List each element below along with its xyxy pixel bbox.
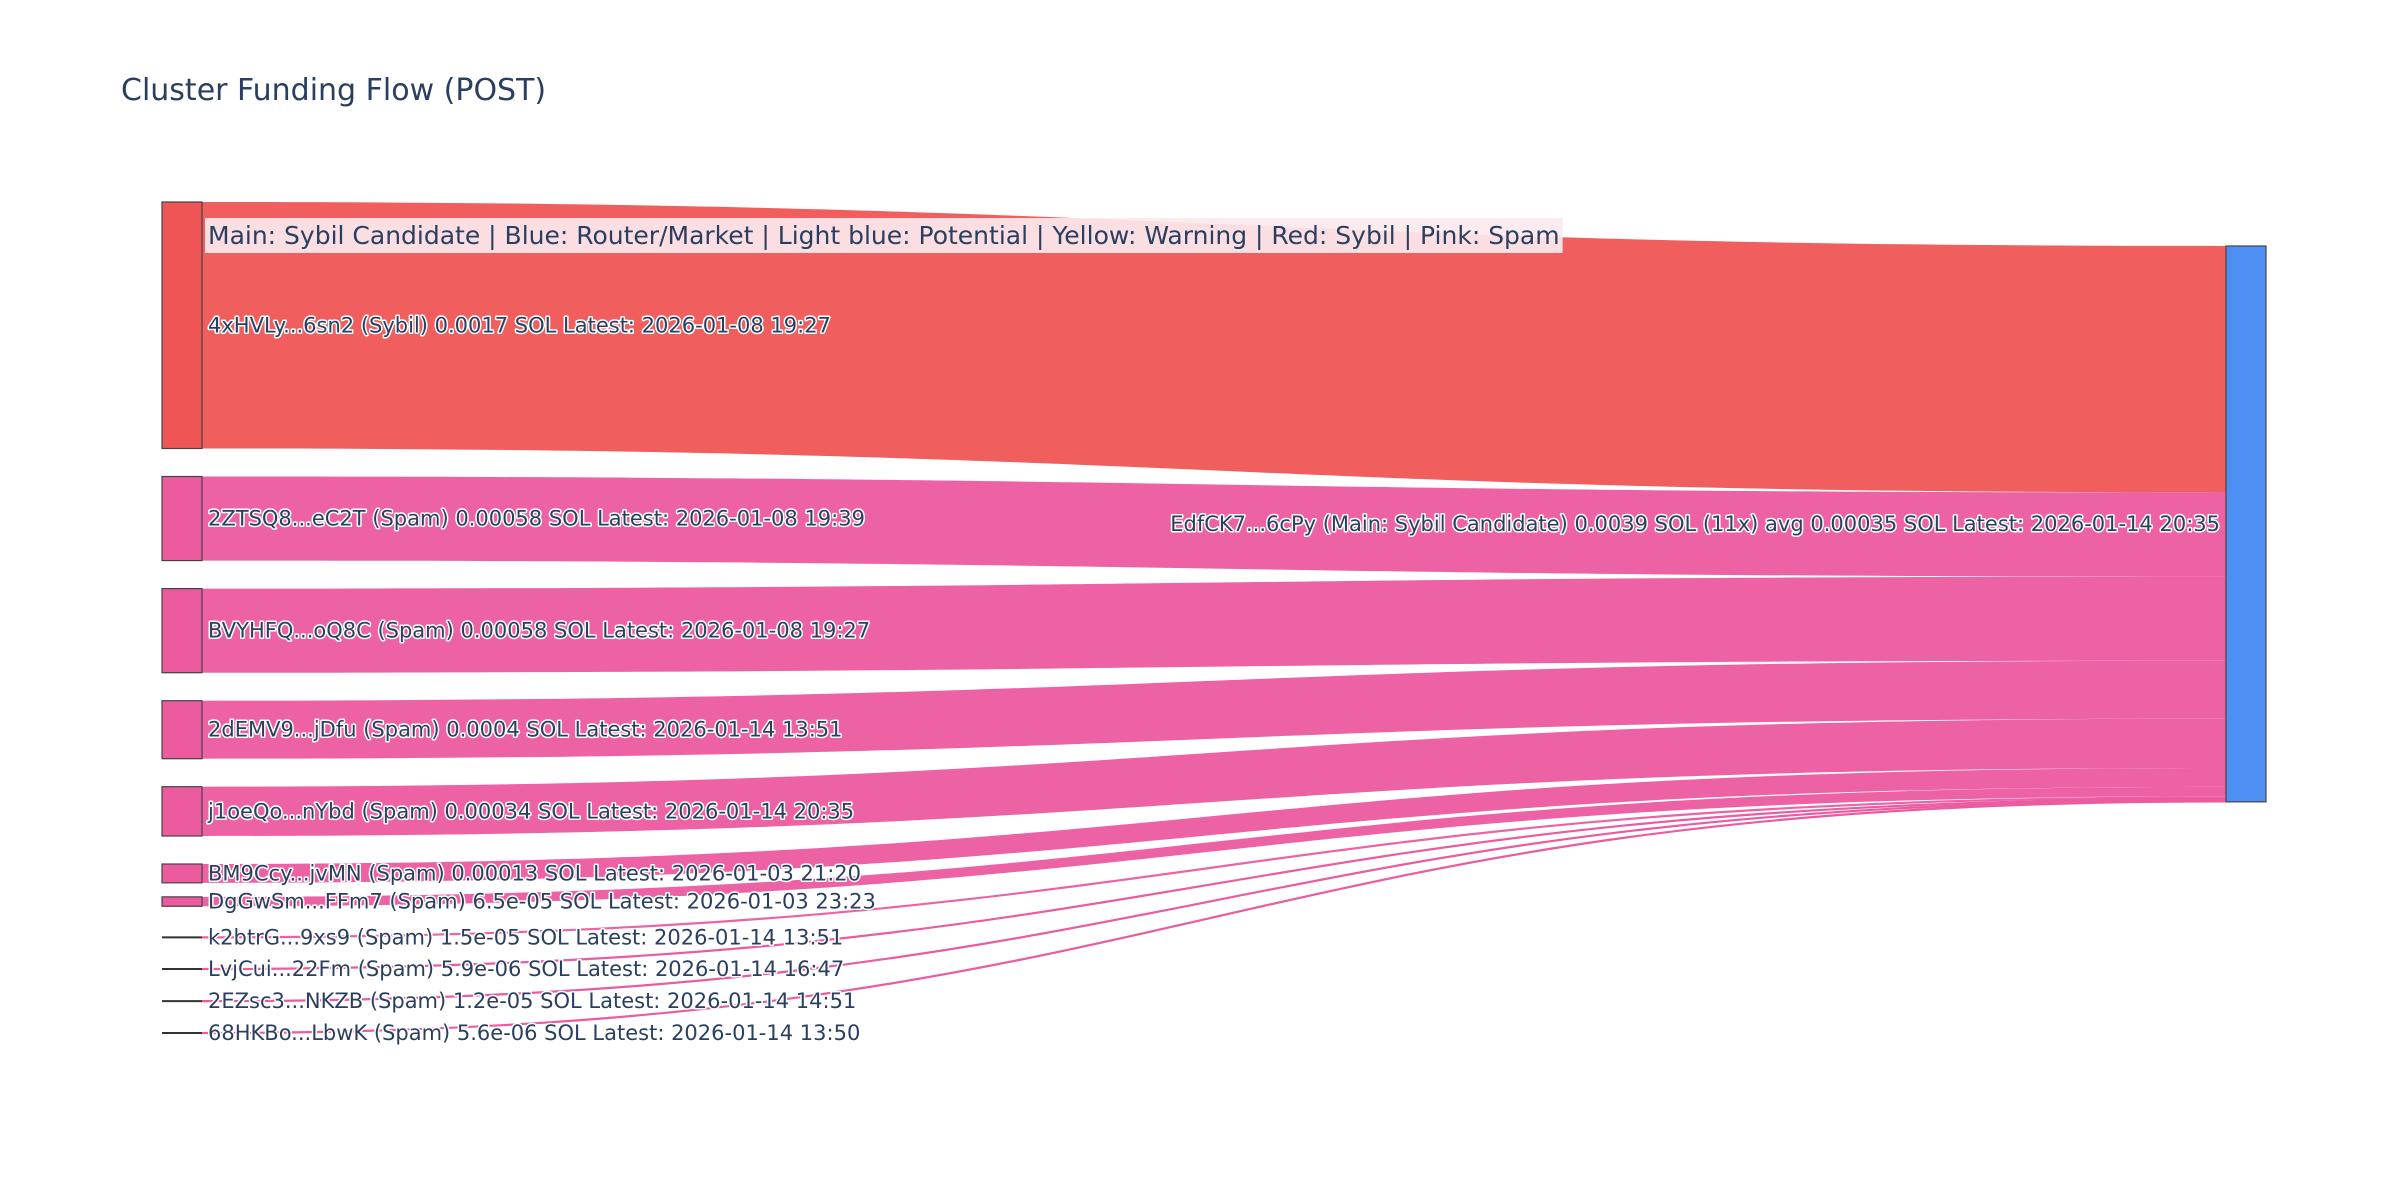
node-label-2demv9-jdfu: 2dEMV9...jDfu (Spam) 0.0004 SOL Latest: … (208, 718, 843, 742)
link-68hkbo-lbwk (201, 800, 2227, 1035)
link-2ztsq8-ec2t (202, 476, 2226, 577)
node-label-dggwsm-ffm7: DgGwSm...FFm7 (Spam) 6.5e-05 SOL Latest:… (208, 890, 876, 914)
labels-layer: 4xHVLy...6sn2 (Sybil) 0.0017 SOL Latest:… (206, 312, 2222, 1047)
links-layer (201, 202, 2227, 1035)
legend-note-background (205, 218, 1563, 253)
legend-note: Main: Sybil Candidate | Blue: Router/Mar… (205, 218, 1563, 253)
chart-title: Cluster Funding Flow (POST) (121, 73, 546, 108)
link-bvyhfq-oq8c (202, 576, 2226, 673)
link-2demv9-jdfu (202, 660, 2226, 759)
node-label-edfck7-6cpy: EdfCK7...6cPy (Main: Sybil Candidate) 0.… (1170, 512, 2220, 536)
link-k2btrg-9xs9 (202, 796, 2226, 939)
node-j1oeqo-nybd (161, 786, 203, 837)
node-label-lvjcui-22fm: LvjCui...22Fm (Spam) 5.9e-06 SOL Latest:… (208, 957, 844, 981)
node-bvyhfq-oq8c (161, 587, 203, 674)
nodes-layer (161, 201, 2267, 1035)
node-dggwsm-ffm7 (161, 896, 203, 907)
link-lvjcui-22fm (201, 797, 2227, 971)
node-label-k2btrg-9xs9: k2btrG...9xs9 (Spam) 1.5e-05 SOL Latest:… (208, 925, 843, 949)
link-2ezsc3-nkzb (201, 799, 2227, 1003)
node-label-2ztsq8-ec2t: 2ZTSQ8...eC2T (Spam) 0.00058 SOL Latest:… (208, 507, 865, 531)
node-2demv9-jdfu (161, 700, 203, 760)
node-4xhvly-6sn2 (161, 201, 203, 450)
node-bm9ccy-jvmn (161, 863, 203, 884)
link-4xhvly-6sn2 (202, 202, 2226, 493)
node-label-bm9ccy-jvmn: BM9Ccy...jvMN (Spam) 0.00013 SOL Latest:… (208, 861, 861, 885)
node-label-j1oeqo-nybd: j1oeQo...nYbd (Spam) 0.00034 SOL Latest:… (207, 799, 854, 823)
node-label-68hkbo-lbwk: 68HKBo...LbwK (Spam) 5.6e-06 SOL Latest:… (208, 1021, 860, 1045)
node-edfck7-6cpy (2225, 245, 2267, 803)
node-label-bvyhfq-oq8c: BVYHFQ...oQ8C (Spam) 0.00058 SOL Latest:… (208, 619, 870, 643)
node-label-4xhvly-6sn2: 4xHVLy...6sn2 (Sybil) 0.0017 SOL Latest:… (208, 313, 831, 337)
link-j1oeqo-nybd (202, 718, 2226, 836)
link-dggwsm-ffm7 (202, 786, 2226, 907)
link-bm9ccy-jvmn (202, 768, 2226, 883)
node-label-2ezsc3-nkzb: 2EZsc3...NKZB (Spam) 1.2e-05 SOL Latest:… (208, 989, 856, 1013)
legend-note-text: Main: Sybil Candidate | Blue: Router/Mar… (208, 221, 1560, 250)
node-2ztsq8-ec2t (161, 475, 203, 562)
